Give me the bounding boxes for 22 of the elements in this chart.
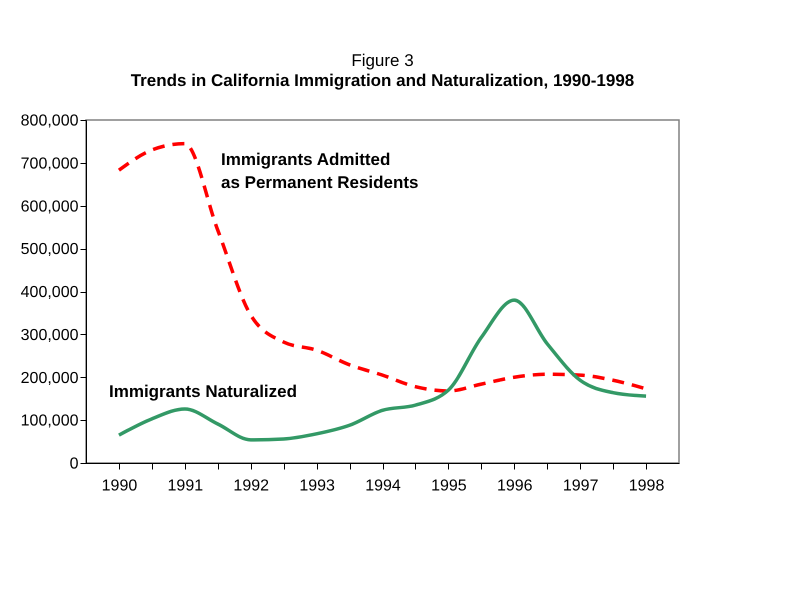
x-tick-label: 1993	[299, 478, 336, 494]
x-tick-label: 1992	[233, 478, 270, 494]
x-tick-label: 1995	[431, 478, 467, 494]
y-tick-label: 600,000	[20, 198, 79, 216]
x-tick-label: 1990	[102, 478, 138, 494]
y-tick-label: 400,000	[20, 284, 79, 301]
y-tick-label: 0	[70, 456, 79, 472]
x-tick-label: 1997	[562, 478, 599, 494]
y-tick-label: 800,000	[20, 112, 79, 130]
series-label: Immigrants Admitted as Permanent Residents	[221, 150, 418, 192]
y-tick-label: 200,000	[20, 370, 79, 387]
x-tick-label: 1998	[628, 478, 664, 494]
series-label: Immigrants Naturalized	[109, 382, 297, 401]
x-tick-label: 1991	[168, 478, 204, 494]
y-tick-label: 500,000	[20, 241, 79, 258]
chart-subtitle: Trends in California Immigration and Naturalization, 1990-1998	[130, 71, 634, 90]
y-tick-label: 700,000	[20, 155, 79, 172]
x-tick-label: 1994	[365, 478, 401, 494]
y-tick-label: 300,000	[20, 326, 79, 344]
x-tick-label: 1996	[496, 478, 533, 494]
y-tick-label: 100,000	[20, 412, 79, 430]
chart-title: Figure 3	[351, 51, 414, 70]
